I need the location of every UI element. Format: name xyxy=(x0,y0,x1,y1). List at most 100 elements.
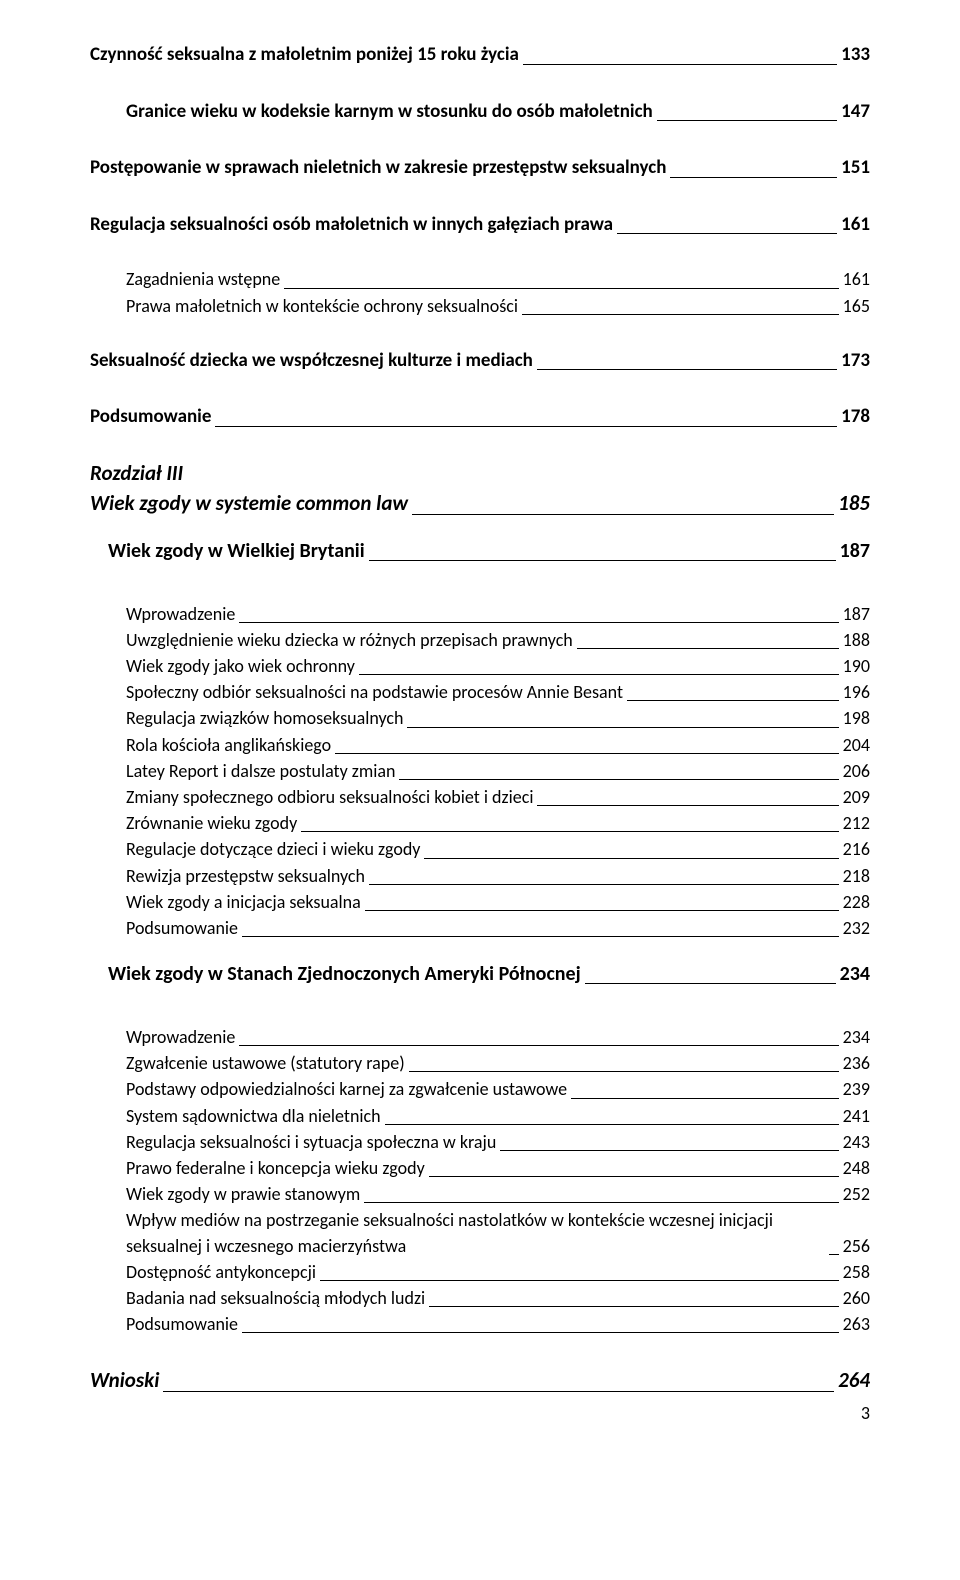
spacer xyxy=(90,1338,870,1364)
toc-leader-line xyxy=(537,352,837,370)
toc-entry: Regulacje dotyczące dzieci i wieku zgody… xyxy=(90,837,870,862)
toc-entry-page: 165 xyxy=(843,294,870,319)
toc-leader-line xyxy=(424,841,838,858)
toc-entry-page: 187 xyxy=(840,537,870,565)
toc-entry-page: 209 xyxy=(843,785,870,810)
toc-entry-label: Zrównanie wieku zgody xyxy=(126,811,297,836)
toc-entry-page: 264 xyxy=(838,1366,870,1395)
toc-entry: Społeczny odbiór seksualności na podstaw… xyxy=(90,680,870,705)
toc-entry-label: Wiek zgody w Stanach Zjednoczonych Amery… xyxy=(108,960,581,988)
toc-entry-page: 236 xyxy=(843,1051,870,1076)
spacer xyxy=(90,376,870,402)
toc-entry: Badania nad seksualnością młodych ludzi2… xyxy=(90,1286,870,1311)
toc-entry-label: Dostępność antykoncepcji xyxy=(126,1260,316,1285)
spacer xyxy=(90,519,870,535)
toc-entry-page: 147 xyxy=(841,99,870,126)
toc-entry: Wiek zgody a inicjacja seksualna 228 xyxy=(90,890,870,915)
toc-entry-label: Rola kościoła anglikańskiego xyxy=(126,733,331,758)
toc-entry: Postępowanie w sprawach nieletnich w zak… xyxy=(90,155,870,182)
toc-entry-page: 216 xyxy=(843,837,870,862)
toc-leader-line xyxy=(242,920,839,937)
toc-leader-line xyxy=(537,789,838,806)
spacer xyxy=(90,184,870,210)
toc-entry-page: 133 xyxy=(841,42,870,69)
spacer xyxy=(90,990,870,1024)
toc-leader-line xyxy=(523,47,837,65)
spacer xyxy=(90,567,870,601)
toc-entry: Wprowadzenie 187 xyxy=(90,602,870,627)
toc-entry-label: Regulacja seksualności i sytuacja społec… xyxy=(126,1130,496,1155)
toc-leader-line xyxy=(412,495,834,515)
table-of-contents: Czynność seksualna z małoletnim poniżej … xyxy=(90,42,870,1396)
toc-leader-line xyxy=(522,298,839,315)
toc-leader-line xyxy=(284,271,838,288)
toc-entry-label: System sądownictwa dla nieletnich xyxy=(126,1104,381,1129)
toc-entry-label: Wnioski xyxy=(90,1366,159,1395)
toc-entry-page: 161 xyxy=(843,267,870,292)
toc-entry: Wprowadzenie234 xyxy=(90,1025,870,1050)
toc-entry-label: Podsumowanie xyxy=(126,1312,238,1337)
toc-leader-line xyxy=(670,160,837,178)
toc-entry-label: Regulacja seksualności osób małoletnich … xyxy=(90,212,613,239)
toc-entry-page: 204 xyxy=(843,733,870,758)
toc-leader-line xyxy=(657,103,837,121)
toc-entry-page: 243 xyxy=(843,1130,870,1155)
toc-entry-page: 248 xyxy=(843,1156,870,1181)
toc-entry-label: Wiek zgody jako wiek ochronny xyxy=(126,654,355,679)
toc-leader-line xyxy=(320,1264,839,1281)
toc-entry-page: 252 xyxy=(843,1182,870,1207)
toc-entry-page: 173 xyxy=(841,348,870,375)
toc-entry: Wnioski 264 xyxy=(90,1366,870,1395)
toc-entry: Zagadnienia wstępne161 xyxy=(90,267,870,292)
spacer xyxy=(90,240,870,266)
toc-entry-label: Latey Report i dalsze postulaty zmian xyxy=(126,759,395,784)
toc-leader-line xyxy=(617,216,837,234)
toc-entry-label: Wiek zgody w prawie stanowym xyxy=(126,1182,360,1207)
toc-leader-line xyxy=(163,1372,834,1392)
toc-entry-page: 206 xyxy=(843,759,870,784)
toc-entry-page: 218 xyxy=(843,864,870,889)
toc-entry-label: Rewizja przestępstw seksualnych xyxy=(126,864,365,889)
toc-leader-line xyxy=(369,868,839,885)
toc-entry-label: Społeczny odbiór seksualności na podstaw… xyxy=(126,680,623,705)
toc-entry-page: 198 xyxy=(843,706,870,731)
toc-entry-label: Wpływ mediów na postrzeganie seksualnośc… xyxy=(126,1208,825,1258)
toc-entry-page: 232 xyxy=(843,916,870,941)
toc-entry-page: 178 xyxy=(841,404,870,431)
toc-entry: Wiek zgody w Wielkiej Brytanii 187 xyxy=(90,537,870,565)
toc-leader-line xyxy=(239,606,838,623)
toc-entry-label: Granice wieku w kodeksie karnym w stosun… xyxy=(126,99,653,126)
toc-entry-label: Zgwałcenie ustawowe (statutory rape) xyxy=(126,1051,405,1076)
toc-entry-label: Regulacja związków homoseksualnych xyxy=(126,706,403,731)
toc-entry-label: Wiek zgody w Wielkiej Brytanii xyxy=(108,537,365,565)
toc-leader-line xyxy=(409,1055,839,1072)
toc-entry: Rewizja przestępstw seksualnych 218 xyxy=(90,864,870,889)
toc-entry-page: 228 xyxy=(843,890,870,915)
toc-leader-line xyxy=(242,1316,839,1333)
toc-entry: Zmiany społecznego odbioru seksualności … xyxy=(90,785,870,810)
toc-leader-line xyxy=(429,1160,839,1177)
toc-entry-page: 234 xyxy=(840,960,870,988)
toc-entry-label: Wiek zgody w systemie common law xyxy=(90,489,408,518)
toc-entry: Podsumowanie 232 xyxy=(90,916,870,941)
toc-entry-label: Uwzględnienie wieku dziecka w różnych pr… xyxy=(126,628,573,653)
toc-leader-line xyxy=(365,894,839,911)
toc-entry-page: 190 xyxy=(843,654,870,679)
toc-entry-label: Podsumowanie xyxy=(126,916,238,941)
toc-entry: Regulacja seksualności i sytuacja społec… xyxy=(90,1130,870,1155)
toc-chapter-heading: Rozdział III xyxy=(90,459,870,487)
toc-entry-page: 187 xyxy=(843,602,870,627)
toc-entry-label: Badania nad seksualnością młodych ludzi xyxy=(126,1286,425,1311)
toc-leader-line xyxy=(301,815,838,832)
toc-entry-label: Wiek zgody a inicjacja seksualna xyxy=(126,890,361,915)
toc-entry-label: Postępowanie w sprawach nieletnich w zak… xyxy=(90,155,666,182)
toc-entry-label: Podsumowanie xyxy=(90,404,211,431)
page-number: 3 xyxy=(90,1402,870,1424)
toc-leader-line xyxy=(215,409,837,427)
toc-entry: Wiek zgody w prawie stanowym 252 xyxy=(90,1182,870,1207)
toc-entry-label: Wprowadzenie xyxy=(126,602,235,627)
toc-entry-page: 188 xyxy=(843,628,870,653)
toc-leader-line xyxy=(627,684,839,701)
toc-entry: Wiek zgody w systemie common law185 xyxy=(90,489,870,518)
toc-entry-label: Podstawy odpowiedzialności karnej za zgw… xyxy=(126,1077,567,1102)
